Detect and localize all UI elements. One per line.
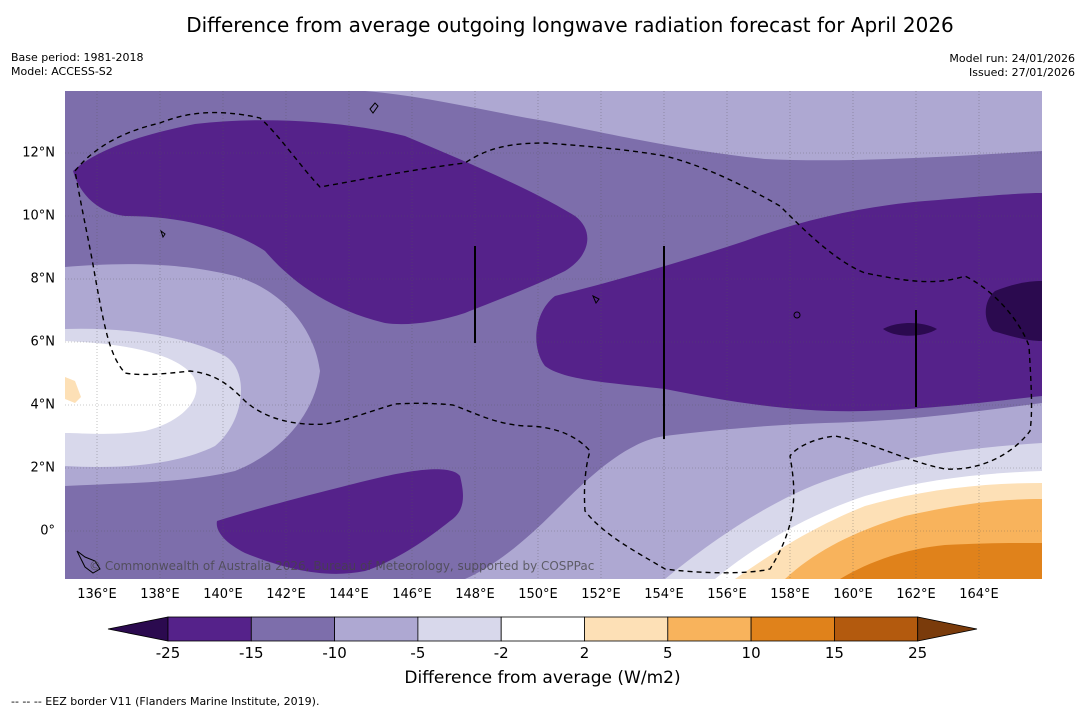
model-run-text: Model run: 24/01/2026 xyxy=(949,52,1075,65)
band-10-15-southeast xyxy=(840,543,1042,579)
model-text: Model: ACCESS-S2 xyxy=(11,65,113,78)
band-minus25-minus15-south xyxy=(216,469,463,574)
y-tick-label: 10°N xyxy=(22,208,55,224)
colorbar-title: Difference from average (W/m2) xyxy=(404,668,681,688)
patch-2-5-left xyxy=(65,377,81,403)
colorbar-tick-label: 10 xyxy=(741,644,761,662)
eez-footnote: -- -- -- EEZ border V11 (Flanders Marine… xyxy=(11,695,320,708)
x-tick-label: 148°E xyxy=(455,587,495,602)
colorbar-tick-label: -5 xyxy=(410,644,426,662)
copyright-text: © Commonwealth of Australia 2026, Bureau… xyxy=(89,559,594,573)
meta-left: Base period: 1981-2018 Model: ACCESS-S2 xyxy=(11,51,143,79)
x-tick-label: 158°E xyxy=(770,587,810,602)
band-below-minus25-east xyxy=(985,281,1042,341)
colorbar-extend-high xyxy=(917,616,978,642)
graticule xyxy=(65,91,1042,579)
x-tick-label: 162°E xyxy=(896,587,936,602)
y-tick-label: 2°N xyxy=(30,460,56,476)
colorbar-tick-label: 5 xyxy=(663,644,673,662)
colorbar-tick-label: -2 xyxy=(493,644,509,662)
band-neutral-left xyxy=(65,341,197,434)
colorbar-tick-label: 25 xyxy=(908,644,928,662)
colorbar-segment xyxy=(750,616,835,642)
base-period-text: Base period: 1981-2018 xyxy=(11,51,144,64)
colorbar-segment xyxy=(250,616,336,642)
colorbar-tick-label: -10 xyxy=(322,644,347,662)
colorbar-extend-low xyxy=(107,616,169,642)
x-tick-label: 138°E xyxy=(140,587,180,602)
eez-border xyxy=(74,111,1033,574)
x-tick-label: 160°E xyxy=(833,587,873,602)
colorbar-tick-label: -25 xyxy=(155,644,181,662)
y-tick-label: 6°N xyxy=(30,334,56,350)
colorbar-segment xyxy=(667,616,752,642)
x-tick-label: 142°E xyxy=(266,587,306,602)
vertical-markers xyxy=(474,246,917,439)
y-tick-label: 4°N xyxy=(30,397,56,413)
colorbar-segment xyxy=(834,616,919,642)
colorbar-segment xyxy=(417,616,502,642)
y-tick-label: 12°N xyxy=(22,145,55,161)
colorbar-tick-label: -15 xyxy=(239,644,264,662)
x-tick-label: 140°E xyxy=(203,587,243,602)
y-tick-label: 8°N xyxy=(30,271,56,287)
colorbar-segment xyxy=(584,616,669,642)
map-svg: © Commonwealth of Australia 2026, Bureau… xyxy=(65,91,1042,579)
colorbar-segment xyxy=(167,616,252,642)
chart-title: Difference from average outgoing longwav… xyxy=(186,13,954,37)
x-tick-label: 156°E xyxy=(707,587,747,602)
olr-anomaly-map: © Commonwealth of Australia 2026, Bureau… xyxy=(65,91,1042,579)
meta-right: Model run: 24/01/2026 Issued: 27/01/2026 xyxy=(949,52,1075,80)
x-tick-label: 146°E xyxy=(392,587,432,602)
band-below-minus25-small xyxy=(883,323,937,336)
colorbar-segment xyxy=(334,616,419,642)
colorbar-segment xyxy=(500,616,585,642)
x-tick-label: 164°E xyxy=(959,587,999,602)
colorbar-tick-label: 15 xyxy=(824,644,844,662)
x-tick-label: 152°E xyxy=(581,587,621,602)
x-tick-label: 144°E xyxy=(329,587,369,602)
x-tick-label: 154°E xyxy=(644,587,684,602)
colorbar-tick-label: 2 xyxy=(579,644,590,662)
y-tick-label: 0° xyxy=(40,523,55,539)
x-tick-label: 136°E xyxy=(77,587,117,602)
issued-text: Issued: 27/01/2026 xyxy=(968,66,1075,79)
islands xyxy=(76,102,801,574)
band-minus25-minus15-northwest xyxy=(73,120,588,325)
x-tick-label: 150°E xyxy=(518,587,558,602)
